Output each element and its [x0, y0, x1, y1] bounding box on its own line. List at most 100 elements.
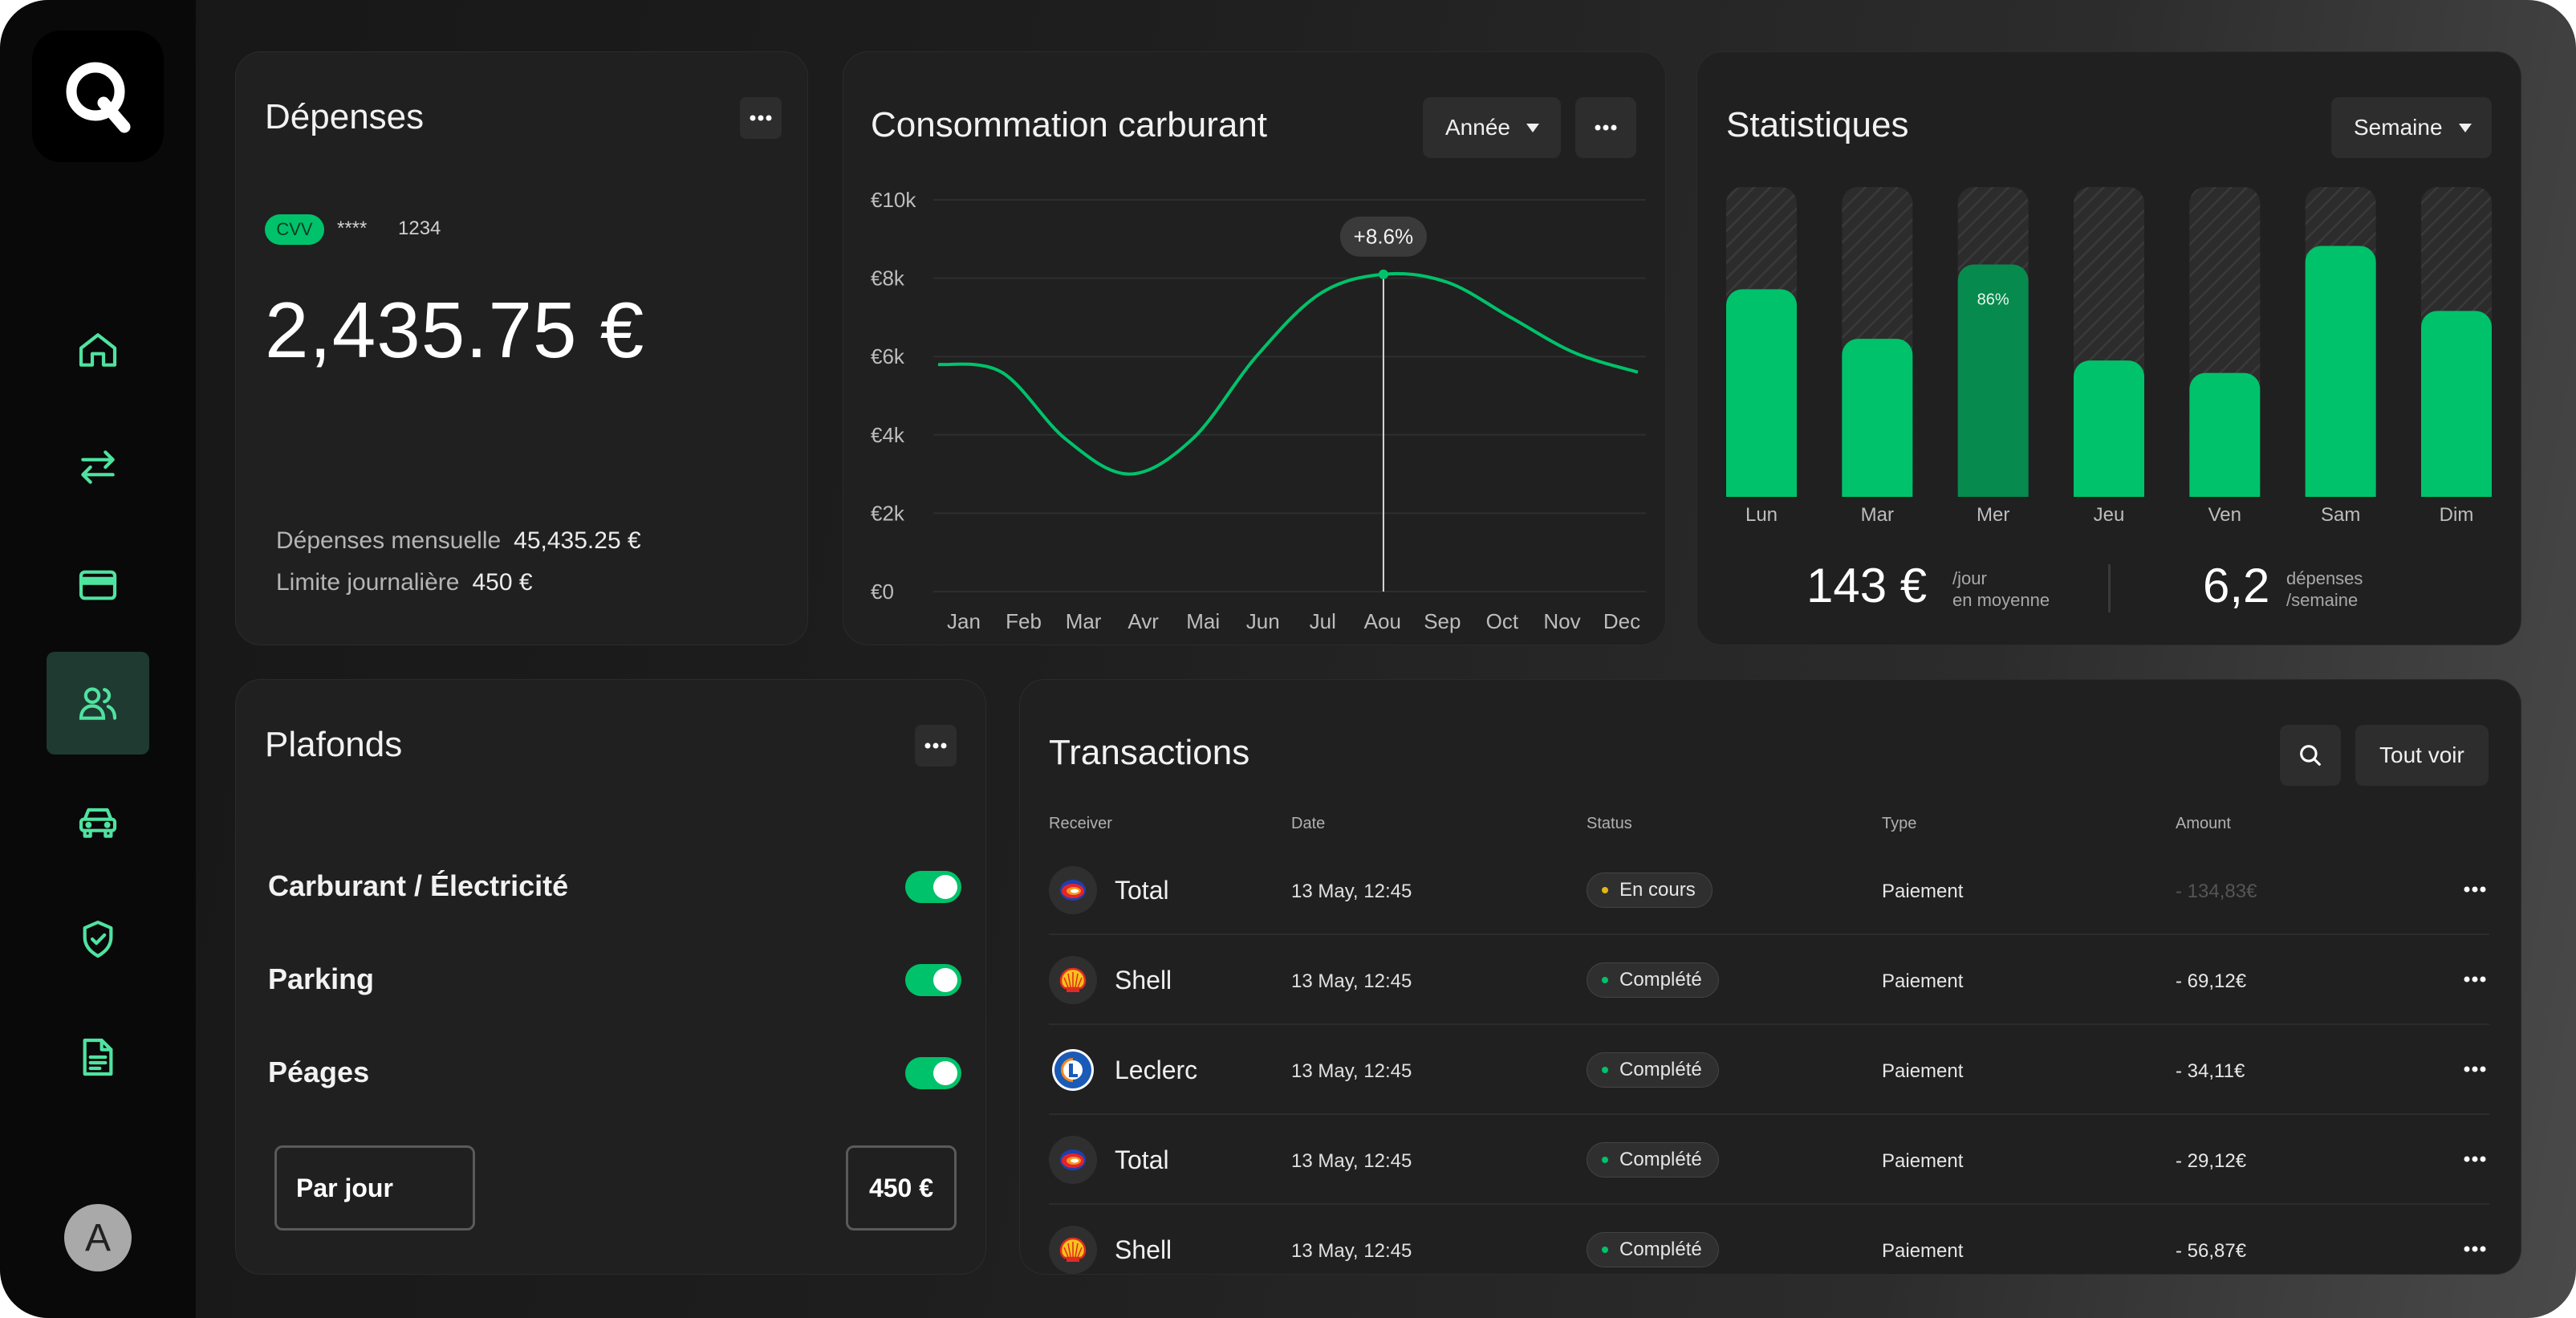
cvv-badge: CVV — [265, 214, 324, 245]
depenses-more-button[interactable] — [740, 97, 782, 139]
fuel-period-dropdown[interactable]: Année — [1423, 97, 1561, 158]
limit-amount-input[interactable]: 450 € — [846, 1145, 957, 1231]
transaction-row[interactable]: Shell 13 May, 12:45 Complété Paiement - … — [1049, 1205, 2489, 1295]
daily-limit-row: Limite journalière 450 € — [276, 569, 533, 596]
limit-toggle-tolls[interactable] — [905, 1057, 961, 1089]
limit-row-fuel: Carburant / Électricité — [268, 863, 961, 911]
series-line — [937, 271, 1639, 476]
status-badge: En cours — [1587, 873, 1713, 908]
bar-sam[interactable] — [2305, 246, 2376, 497]
statistics-period-dropdown[interactable]: Semaine — [2331, 97, 2492, 158]
x-tick-label: Sep — [1424, 609, 1461, 633]
limit-toggle-fuel[interactable] — [905, 871, 961, 903]
transaction-receiver: Shell — [1115, 966, 1172, 995]
transaction-type: Paiement — [1882, 881, 1964, 902]
chevron-down-icon — [1526, 123, 1539, 132]
nav-documents[interactable] — [47, 1006, 149, 1109]
fuel-title: Consommation carburant — [871, 105, 1268, 144]
bar-base — [2305, 481, 2376, 497]
x-tick-label: Feb — [1006, 609, 1042, 633]
bar-base — [1726, 481, 1797, 497]
see-all-button[interactable]: Tout voir — [2355, 725, 2489, 786]
depenses-amount: 2,435.75 € — [265, 286, 645, 374]
plafonds-title: Plafonds — [265, 725, 403, 764]
status-text: Complété — [1619, 969, 1702, 991]
row-more-icon[interactable] — [2464, 1065, 2486, 1073]
nav-cards[interactable] — [47, 534, 149, 637]
card-number-mask: **** — [337, 218, 368, 239]
bar-jeu[interactable] — [2074, 360, 2144, 497]
day-label: Dim — [2440, 504, 2474, 526]
monthly-expenses-row: Dépenses mensuelle 45,435.25 € — [276, 527, 641, 555]
nav-home[interactable] — [47, 299, 149, 401]
shield-check-icon — [83, 920, 113, 958]
fuel-consumption-card: €10k €8k €6k €4k €2k €0 Jan Feb Mar Avr Mai Jun Jul… — [843, 51, 1666, 645]
transaction-row[interactable]: Total 13 May, 12:45 En cours Paiement - … — [1049, 845, 2489, 935]
status-badge: Complété — [1587, 1142, 1719, 1178]
highlight-point[interactable] — [1378, 269, 1388, 279]
transaction-row[interactable]: Total 13 May, 12:45 Complété Paiement - … — [1049, 1115, 2489, 1205]
transactions-card: Transactions Tout voir Receiver Date Sta… — [1019, 679, 2521, 1275]
average-spend-caption-line1: /jour — [1952, 568, 1987, 588]
y-tick-label: €4k — [871, 423, 905, 447]
bar-dim[interactable] — [2421, 311, 2492, 497]
row-more-icon[interactable] — [2464, 1245, 2486, 1253]
transaction-receiver: Total — [1115, 876, 1169, 905]
limit-toggle-parking[interactable] — [905, 964, 961, 996]
row-more-icon[interactable] — [2464, 885, 2486, 893]
nav-users[interactable] — [47, 652, 149, 755]
expense-count-value: 6,2 — [2203, 559, 2270, 612]
column-header-date: Date — [1291, 815, 1326, 832]
transfer-icon — [81, 450, 115, 484]
monthly-expenses-label: Dépenses mensuelle — [276, 527, 502, 554]
status-text: Complété — [1619, 1149, 1702, 1170]
avatar-initial: A — [84, 1216, 111, 1259]
depenses-title: Dépenses — [265, 97, 425, 136]
y-tick-label: €2k — [871, 501, 905, 525]
toggle-knob — [933, 875, 957, 899]
transaction-type: Paiement — [1882, 970, 1964, 992]
plafonds-more-button[interactable] — [915, 725, 957, 767]
more-dots-icon — [924, 742, 947, 749]
day-label: Sam — [2321, 504, 2360, 526]
transaction-row[interactable]: Leclerc 13 May, 12:45 Complété Paiement … — [1049, 1025, 2489, 1115]
weekly-bar-chart: Lun Mar 86% Mer Jeu Ven Sam Dim — [1726, 187, 2492, 526]
transaction-row[interactable]: Shell 13 May, 12:45 Complété Paiement - … — [1049, 935, 2489, 1025]
column-header-amount: Amount — [2176, 815, 2231, 832]
total-logo-icon — [1060, 880, 1086, 901]
app-logo[interactable] — [32, 31, 164, 162]
logo-q-icon — [66, 62, 131, 133]
transaction-amount: - 69,12€ — [2176, 970, 2247, 992]
tooltip-label: +8.6% — [1354, 225, 1413, 249]
bar-mer[interactable] — [1957, 264, 2029, 498]
bar-ven[interactable] — [2189, 372, 2261, 497]
fuel-more-button[interactable] — [1575, 97, 1636, 158]
bar-base — [1842, 481, 1913, 497]
shell-logo-icon — [1059, 967, 1087, 992]
transaction-receiver: Leclerc — [1115, 1056, 1198, 1084]
limit-period-select[interactable]: Par jour — [274, 1145, 475, 1231]
status-text: En cours — [1619, 879, 1696, 901]
column-header-status: Status — [1587, 815, 1632, 832]
average-spend-caption-line2: en moyenne — [1952, 590, 2050, 610]
day-label: Ven — [2208, 504, 2241, 526]
total-logo-icon — [1060, 1149, 1086, 1170]
nav-security[interactable] — [47, 888, 149, 991]
bar-mar[interactable] — [1842, 339, 1913, 497]
nav-transfers[interactable] — [47, 416, 149, 519]
home-icon — [79, 333, 117, 367]
status-dot — [1602, 1067, 1608, 1073]
status-dot — [1602, 887, 1608, 893]
day-label: Mer — [1977, 504, 2009, 526]
nav-vehicles[interactable] — [47, 770, 149, 873]
bar-lun[interactable] — [1726, 289, 1797, 497]
row-more-icon[interactable] — [2464, 1155, 2486, 1163]
day-label: Lun — [1745, 504, 1778, 526]
depenses-card: Dépenses CVV **** 1234 2,435.75 € Dépens… — [235, 51, 808, 645]
status-badge: Complété — [1587, 1232, 1719, 1267]
user-avatar[interactable]: A — [64, 1204, 132, 1271]
row-more-icon[interactable] — [2464, 975, 2486, 983]
transactions-search-button[interactable] — [2280, 725, 2341, 786]
transaction-amount: - 56,87€ — [2176, 1240, 2247, 1262]
stats-divider — [2108, 564, 2111, 612]
